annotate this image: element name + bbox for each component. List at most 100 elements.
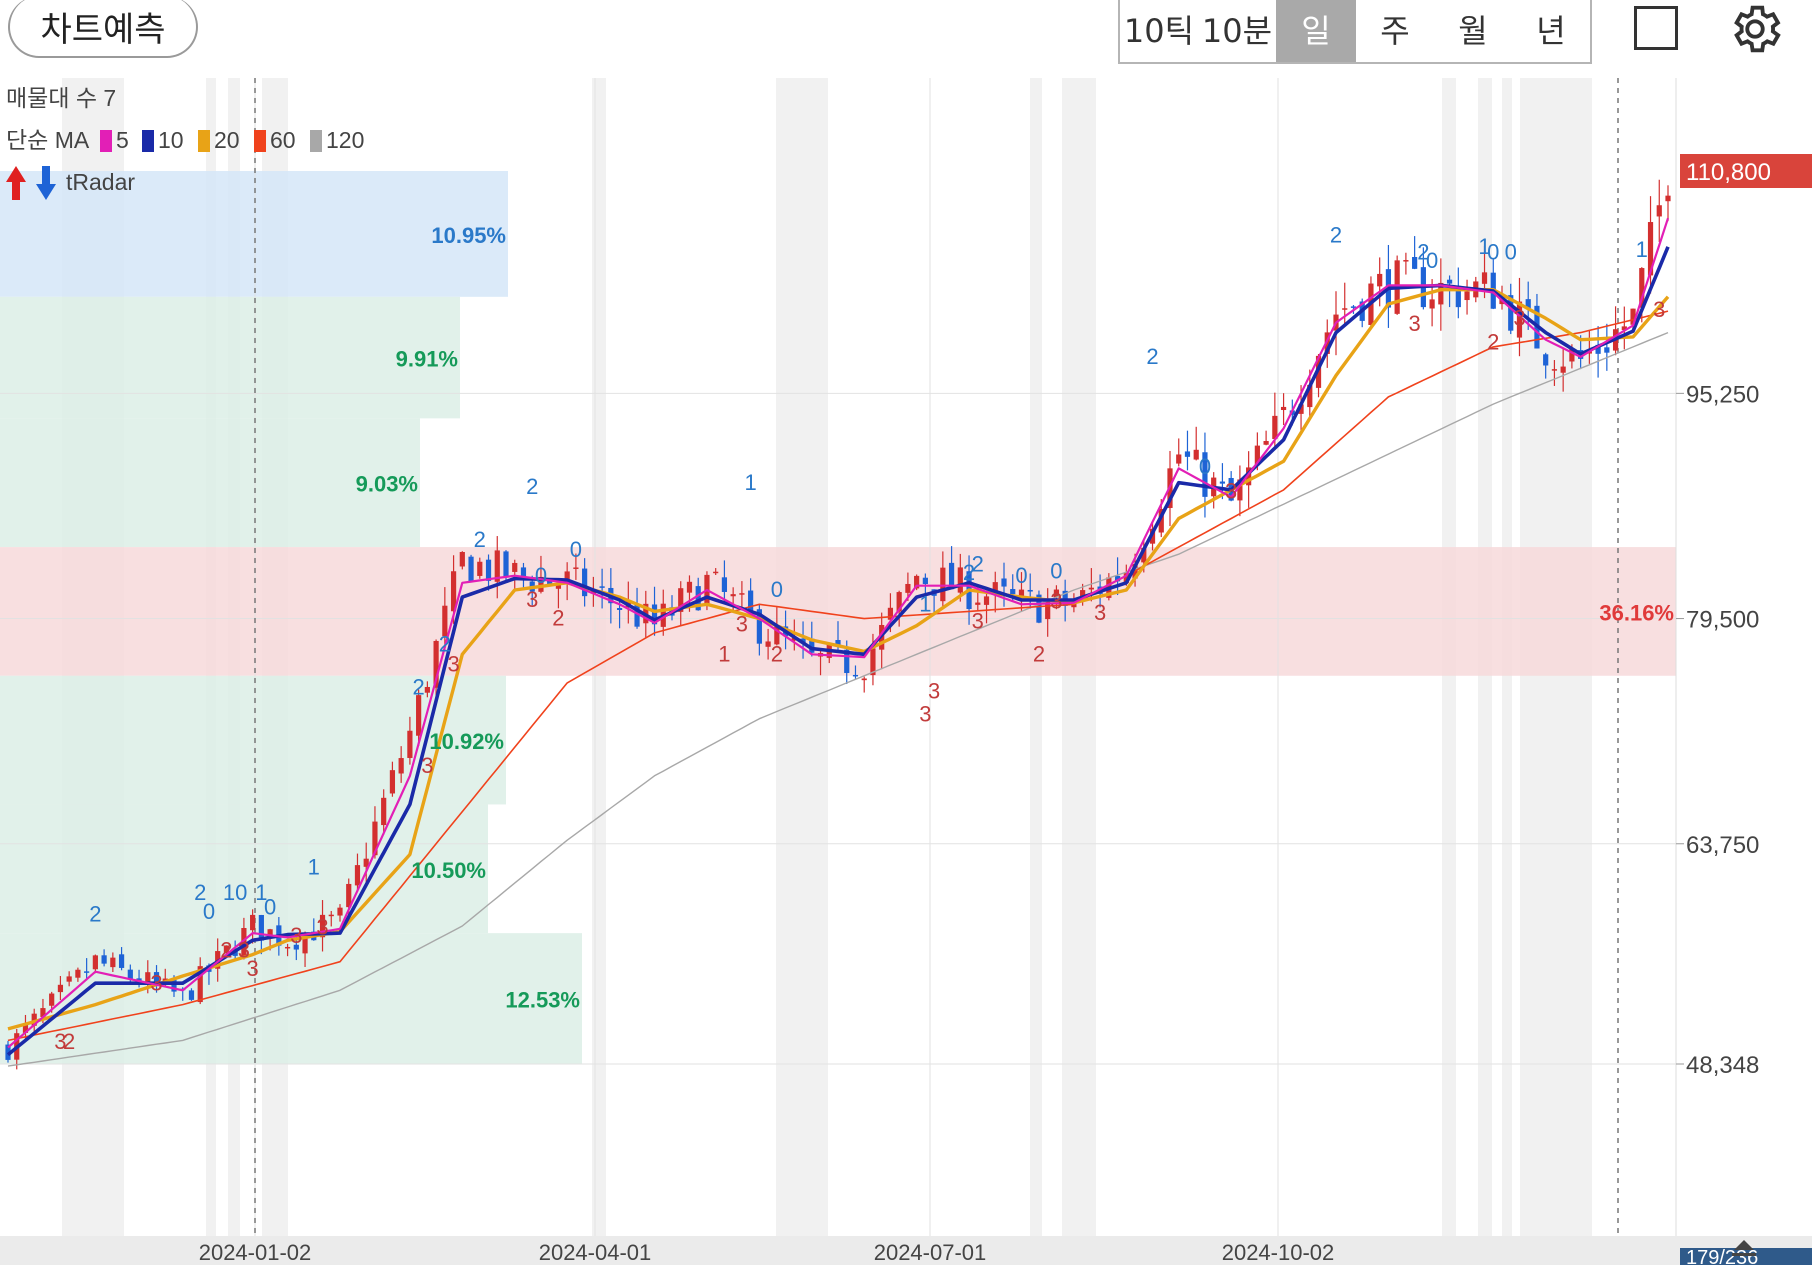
candle-body <box>1184 451 1191 457</box>
x-tick-label: 2024-04-01 <box>539 1240 652 1265</box>
chart-forecast-button[interactable]: 차트예측 <box>8 0 198 58</box>
candle-body <box>861 678 867 681</box>
ma-legend-prefix: 단순 MA <box>6 127 90 153</box>
axis-scroll-up-icon[interactable] <box>1726 1232 1762 1265</box>
candle-body <box>1569 348 1575 362</box>
candle-body <box>1246 467 1252 486</box>
candle-body <box>922 577 928 585</box>
grid-lines <box>0 78 1677 1236</box>
gear-icon[interactable] <box>1726 0 1784 58</box>
pattern-label: 3 <box>150 970 162 995</box>
y-tick-label: 95,250 <box>1686 381 1759 408</box>
candle-body <box>110 957 116 968</box>
volume-percent-label: 10.95% <box>431 223 506 248</box>
pattern-label: 3 <box>238 937 250 962</box>
ma-swatch-20 <box>198 130 210 152</box>
candle-body <box>774 625 780 645</box>
ma-line-5 <box>7 217 1670 1049</box>
candle-body <box>381 797 387 826</box>
candle-body <box>31 1013 37 1026</box>
ma-legend-label: 20 <box>214 127 240 153</box>
candle-body <box>686 581 693 593</box>
candle-body <box>1263 441 1269 445</box>
candle-body <box>599 586 605 588</box>
candle-body <box>319 914 326 938</box>
candle-body <box>1324 332 1330 354</box>
pattern-label: 2 <box>972 551 984 576</box>
candle-body <box>1045 601 1051 620</box>
candle-body <box>459 551 465 567</box>
volume-band <box>0 418 420 548</box>
candle-body <box>337 907 343 916</box>
candle-body <box>1071 603 1077 608</box>
candle-body <box>433 640 439 688</box>
candle-body <box>1272 415 1278 439</box>
pattern-label: 3 <box>316 915 328 940</box>
candle-body <box>101 955 107 964</box>
candle-body <box>870 648 876 676</box>
pattern-label: 1 <box>255 880 267 905</box>
ma-line-10 <box>6 246 1670 1057</box>
candle-body <box>92 955 98 970</box>
candle-body <box>1630 308 1636 325</box>
candle-body <box>748 590 754 611</box>
candle-body <box>1481 272 1488 284</box>
pattern-label: 10 <box>223 880 247 905</box>
volume-percent-label: 10.92% <box>429 729 504 754</box>
candle-body <box>713 571 719 574</box>
candle-body <box>1438 282 1444 305</box>
period-10tick[interactable]: 10틱 <box>1123 12 1195 50</box>
candle-body <box>1114 575 1121 582</box>
candle-body <box>1202 452 1208 497</box>
candle-body <box>616 608 623 610</box>
pattern-label: 3 <box>447 651 459 676</box>
candle-body <box>22 1023 29 1033</box>
period-day[interactable]: 일 <box>1276 0 1356 62</box>
candle-body <box>40 1008 46 1017</box>
candle-body <box>992 582 998 595</box>
candle-body <box>1193 449 1199 460</box>
period-10min[interactable]: 10분 <box>1201 12 1273 50</box>
candle-body <box>494 550 500 582</box>
candle-body <box>1403 260 1409 262</box>
candle-body <box>590 590 596 594</box>
square-icon[interactable] <box>1634 6 1678 50</box>
candle-body <box>1446 279 1453 284</box>
price-axis: 48,348 63,750 79,500 95,250 110,800 <box>1676 78 1812 1236</box>
candle-body <box>1525 299 1531 309</box>
ma-legend-label: 120 <box>326 127 364 153</box>
candle-body <box>363 858 369 867</box>
candle-body <box>1027 589 1033 592</box>
candle-body <box>302 933 308 954</box>
pattern-label: 1 <box>1636 237 1648 262</box>
pattern-label: 2 <box>963 560 975 585</box>
period-month[interactable]: 월 <box>1458 12 1488 50</box>
candle-body <box>293 944 299 950</box>
candle-body <box>520 567 527 577</box>
pattern-label: 3 <box>1653 297 1665 322</box>
volume-percent-label: 9.91% <box>396 347 458 372</box>
candle-body <box>1551 369 1558 371</box>
ma-legend-label: 5 <box>116 127 129 153</box>
date-axis: 2024-01-02 2024-04-01 2024-07-01 2024-10-02… <box>0 1236 1812 1265</box>
pattern-label: 3 <box>54 1029 66 1054</box>
candle-body <box>328 914 334 917</box>
candle-body <box>1176 454 1182 464</box>
pattern-label: 2 <box>771 641 783 666</box>
pattern-label: 3 <box>526 587 538 612</box>
candle-body <box>372 821 378 856</box>
period-year[interactable]: 년 <box>1536 12 1566 50</box>
candle-body <box>1516 301 1523 338</box>
ma-line-60 <box>7 310 1669 1042</box>
pattern-label: 1 <box>718 641 730 666</box>
candle-body <box>914 575 920 589</box>
period-week[interactable]: 주 <box>1380 12 1410 50</box>
pattern-label: 2 <box>89 902 101 927</box>
candle-body <box>5 1044 11 1060</box>
pattern-label: 0 <box>1487 240 1499 265</box>
pattern-label: 3 <box>919 702 931 727</box>
pattern-label: 3 <box>1050 589 1062 614</box>
volume-band <box>0 933 582 1064</box>
candle-body <box>756 609 762 644</box>
